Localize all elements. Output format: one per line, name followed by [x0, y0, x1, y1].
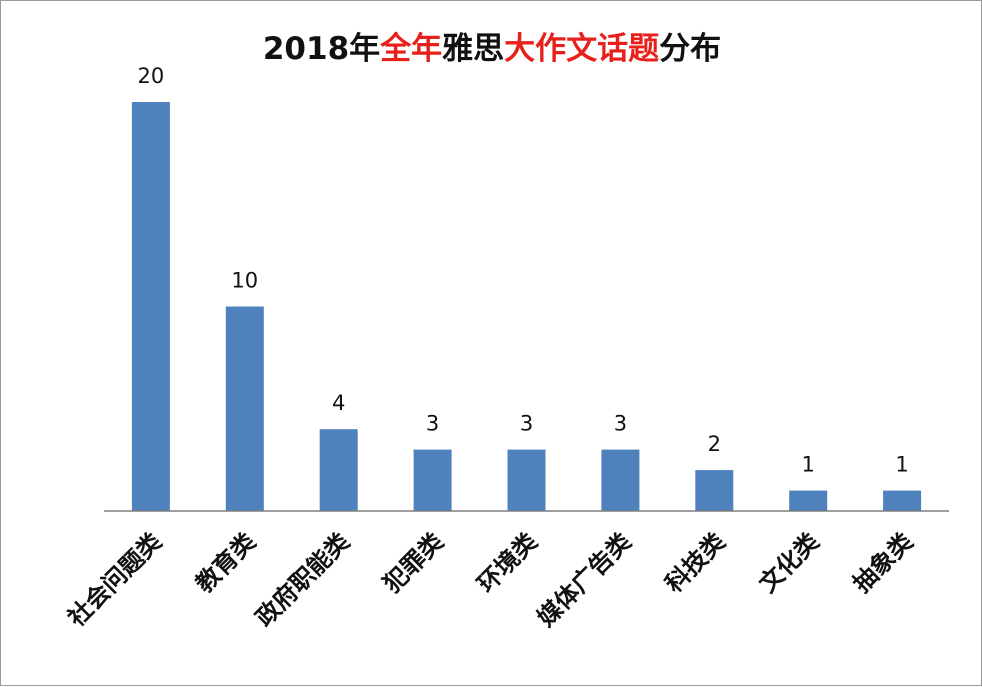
title-part-3: 雅思 — [442, 31, 505, 67]
category-label-5: 环境类 — [472, 527, 543, 598]
bar-7 — [695, 470, 734, 511]
category-label-2: 教育类 — [190, 527, 261, 598]
bar-4 — [413, 449, 452, 511]
title-part-1: 2018年 — [262, 31, 381, 67]
data-label-2: 10 — [231, 269, 258, 293]
category-label-6: 媒体广告类 — [532, 527, 637, 632]
data-label-8: 1 — [802, 453, 815, 477]
data-label-1: 20 — [138, 64, 165, 88]
data-label-6: 3 — [614, 412, 627, 436]
title-part-5: 分布 — [659, 31, 722, 67]
category-label-7: 科技类 — [660, 527, 731, 598]
title-part-2: 全年 — [380, 31, 443, 67]
data-label-3: 4 — [332, 391, 345, 415]
chart-title: 2018年全年雅思大作文话题分布 — [1, 23, 982, 68]
bar-1 — [131, 102, 170, 511]
bar-8 — [789, 490, 828, 511]
category-label-8: 文化类 — [754, 527, 825, 598]
category-label-9: 抽象类 — [848, 527, 919, 598]
bar-3 — [319, 429, 358, 511]
category-label-3: 政府职能类 — [250, 527, 355, 632]
title-part-4: 大作文话题 — [504, 31, 660, 67]
data-label-9: 1 — [895, 453, 908, 477]
category-label-1: 社会问题类 — [62, 527, 167, 632]
bar-9 — [883, 490, 922, 511]
bar-2 — [225, 306, 264, 511]
bar-6 — [601, 449, 640, 511]
data-label-5: 3 — [520, 412, 533, 436]
category-label-4: 犯罪类 — [377, 527, 449, 599]
data-label-7: 2 — [708, 432, 721, 456]
bar-5 — [507, 449, 546, 511]
data-label-4: 3 — [426, 412, 439, 436]
